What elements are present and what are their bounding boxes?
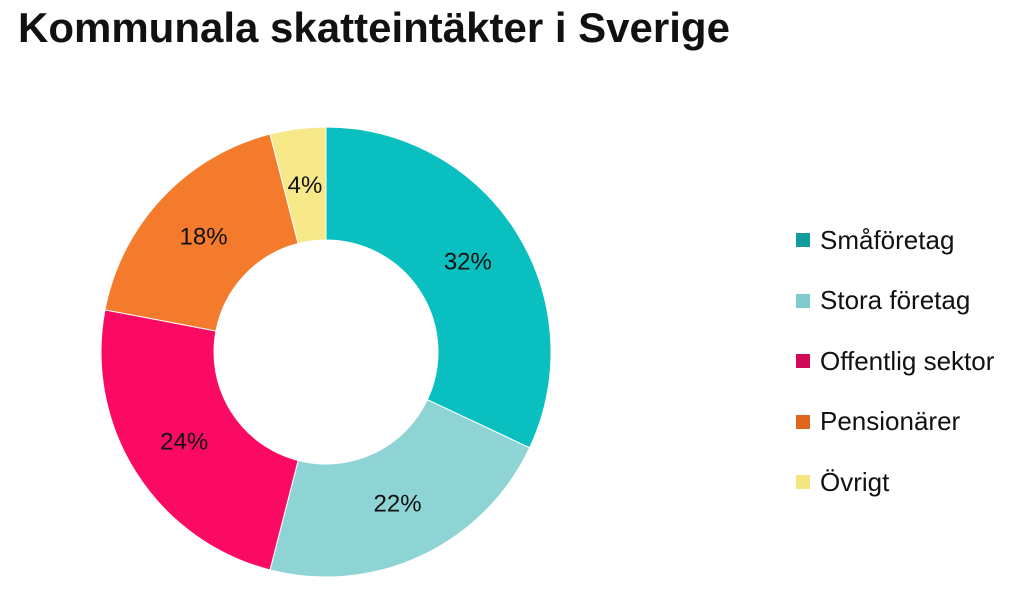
legend-label: Småföretag bbox=[820, 224, 955, 255]
slice-data-label: 32% bbox=[444, 248, 492, 275]
chart-legend: Småföretag Stora företag Offentlig sektor P… bbox=[796, 210, 994, 513]
donut-slice-5 bbox=[269, 126, 327, 245]
legend-item: Pensionärer bbox=[796, 392, 994, 453]
legend-label: Stora företag bbox=[820, 285, 971, 316]
legend-swatch bbox=[796, 414, 810, 429]
legend-label: Offentlig sektor bbox=[820, 345, 995, 376]
slice-data-label: 18% bbox=[180, 223, 228, 250]
slice-data-label: 22% bbox=[374, 491, 422, 518]
legend-label: Pensionärer bbox=[820, 406, 961, 437]
legend-item: Övrigt bbox=[796, 452, 994, 513]
legend-swatch bbox=[796, 475, 810, 490]
donut-slice-3 bbox=[100, 309, 299, 571]
legend-item: Småföretag bbox=[796, 210, 994, 271]
chart-title: Kommunala skatteintäkter i Sverige bbox=[18, 4, 730, 51]
legend-item: Stora företag bbox=[796, 271, 994, 332]
slice-data-label: 24% bbox=[160, 429, 208, 456]
legend-swatch bbox=[796, 233, 810, 248]
donut-slice-4 bbox=[104, 133, 299, 332]
legend-swatch bbox=[796, 293, 810, 308]
donut-slice-2 bbox=[269, 399, 531, 578]
legend-swatch bbox=[796, 354, 810, 369]
legend-item: Offentlig sektor bbox=[796, 331, 994, 392]
donut-slice-1 bbox=[325, 126, 552, 449]
legend-label: Övrigt bbox=[820, 466, 890, 497]
slice-data-label: 4% bbox=[288, 172, 323, 199]
